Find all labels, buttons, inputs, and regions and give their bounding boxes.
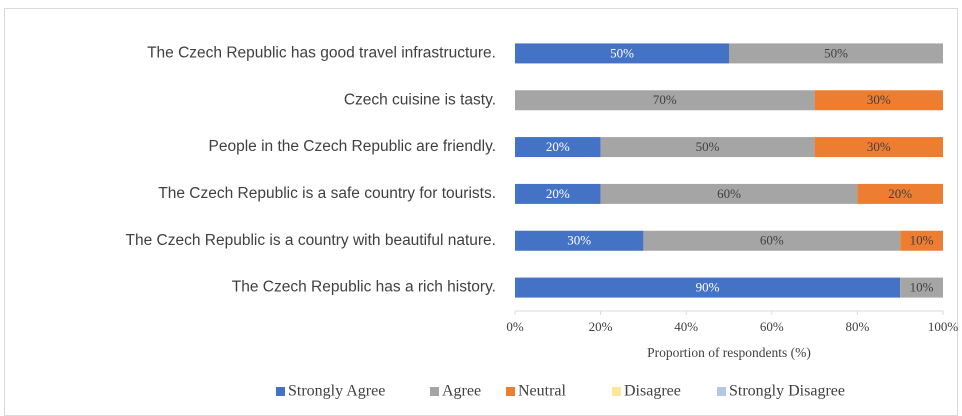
bar-segment <box>814 137 943 158</box>
chart-border <box>4 8 958 416</box>
x-tick-label: 40% <box>674 319 698 334</box>
bar-segment <box>643 230 901 251</box>
data-label: 50% <box>610 45 634 60</box>
legend-swatch <box>430 387 439 396</box>
data-label: 30% <box>867 92 891 107</box>
bar-segment <box>515 230 644 251</box>
data-label: 70% <box>653 92 677 107</box>
bar-segment <box>515 43 729 64</box>
bar-segment <box>729 43 943 64</box>
data-label: 20% <box>888 186 912 201</box>
category-label: Czech cuisine is tasty. <box>344 91 496 108</box>
data-label: 10% <box>910 280 934 295</box>
data-label: 10% <box>910 233 934 248</box>
legend-label: Strongly Agree <box>288 383 385 400</box>
data-label: 20% <box>546 186 570 201</box>
legend-label: Agree <box>442 383 481 400</box>
x-tick-label: 80% <box>845 319 869 334</box>
legend-swatch <box>506 387 515 396</box>
category-label: The Czech Republic has good travel infra… <box>147 45 496 62</box>
bar-segment <box>515 137 601 158</box>
x-tick-label: 20% <box>589 319 613 334</box>
legend-label: Disagree <box>624 383 681 400</box>
category-label: The Czech Republic is a country with bea… <box>126 232 496 249</box>
bar-segment <box>600 137 815 158</box>
data-label: 30% <box>567 233 591 248</box>
bar-segment <box>600 183 858 204</box>
bar-segment <box>900 230 943 251</box>
bar-segment <box>515 183 601 204</box>
bar-segment <box>515 90 815 111</box>
category-label: The Czech Republic is a safe country for… <box>158 185 496 202</box>
x-tick-label: 100% <box>928 319 959 334</box>
data-label: 60% <box>760 233 784 248</box>
data-label: 30% <box>867 139 891 154</box>
data-label: 20% <box>546 139 570 154</box>
legend-swatch <box>276 387 285 396</box>
data-label: 50% <box>824 45 848 60</box>
data-label: 50% <box>696 139 720 154</box>
category-label: The Czech Republic has a rich history. <box>232 279 496 296</box>
data-label: 60% <box>717 186 741 201</box>
x-tick-label: 60% <box>760 319 784 334</box>
legend-label: Neutral <box>518 383 567 400</box>
bar-segment <box>814 90 943 111</box>
bar-segment <box>857 183 943 204</box>
legend-swatch <box>612 387 621 396</box>
data-label: 90% <box>696 280 720 295</box>
x-tick-label: 0% <box>506 319 524 334</box>
bar-segment <box>900 277 943 298</box>
legend-label: Strongly Disagree <box>729 383 845 400</box>
legend-swatch <box>717 387 726 396</box>
bar-segment <box>515 277 901 298</box>
category-label: People in the Czech Republic are friendl… <box>209 138 496 155</box>
x-axis-title: Proportion of respondents (%) <box>647 345 811 360</box>
